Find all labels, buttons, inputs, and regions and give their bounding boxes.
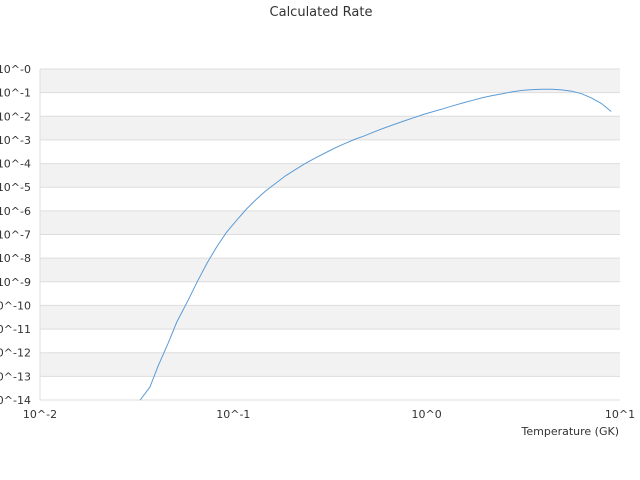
rate-series-line — [139, 88, 612, 401]
gridlines — [39, 68, 620, 401]
y-tick-label: 10^-9 — [0, 276, 31, 289]
y-tick-label: 10^-13 — [0, 370, 31, 383]
x-tick-labels: 10^-2 10^-1 10^0 10^1 — [23, 408, 635, 421]
series-layer — [139, 88, 612, 401]
grid-band — [40, 69, 620, 93]
grid-band — [40, 258, 620, 282]
grid-band — [40, 352, 620, 377]
grid-band — [40, 187, 620, 211]
y-tick-label: 10^-7 — [0, 229, 31, 242]
grid-band — [40, 329, 620, 353]
grid-band — [40, 163, 620, 188]
y-tick-label: 10^-14 — [0, 394, 31, 407]
y-tick-labels: 10^-0 10^-1 10^-2 10^-3 10^-4 10^-5 10^-6 10^-7… — [0, 63, 31, 407]
grid-band — [40, 305, 620, 330]
grid-band — [40, 210, 620, 235]
y-tick-label: 10^-2 — [0, 110, 31, 123]
x-tick-label: 10^1 — [605, 408, 635, 421]
plot-bands — [40, 69, 620, 400]
y-tick-label: 10^-11 — [0, 323, 31, 336]
y-tick-label: 10^-8 — [0, 252, 31, 265]
y-tick-label: 10^-0 — [0, 63, 31, 76]
y-tick-label: 10^-1 — [0, 87, 31, 100]
grid-band — [40, 376, 620, 400]
y-tick-label: 10^-3 — [0, 134, 31, 147]
x-tick-label: 10^-2 — [23, 408, 57, 421]
grid-band — [40, 281, 620, 306]
chart-title: Calculated Rate — [270, 5, 373, 20]
x-tick-label: 10^-1 — [216, 408, 250, 421]
y-tick-label: 10^-6 — [0, 205, 31, 218]
grid-band — [40, 116, 620, 140]
x-tick-label: 10^0 — [412, 408, 442, 421]
grid-band — [40, 234, 620, 259]
grid-band — [40, 92, 620, 117]
y-tick-label: 10^-4 — [0, 158, 31, 171]
grid-band — [40, 139, 620, 164]
y-tick-label: 10^-5 — [0, 181, 31, 194]
y-tick-label: 10^-12 — [0, 347, 31, 360]
x-axis-title: Temperature (GK) — [521, 425, 620, 438]
y-tick-label: 10^-10 — [0, 299, 31, 312]
